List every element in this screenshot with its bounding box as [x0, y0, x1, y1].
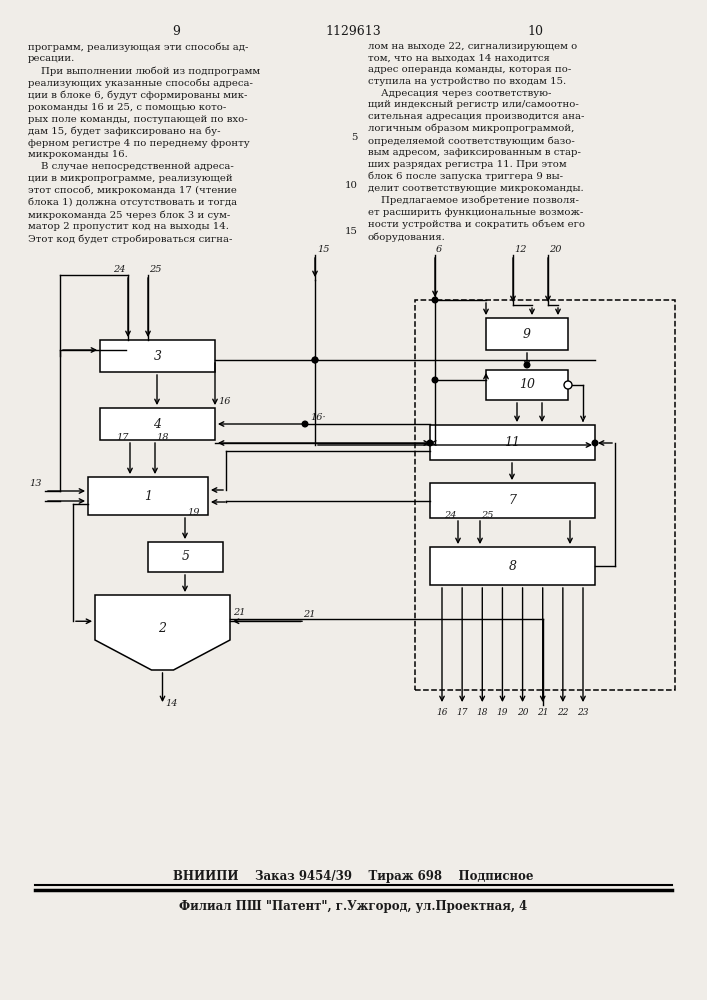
Text: лом на выходе 22, сигнализирующем о
том, что на выходах 14 находится
адрес опера: лом на выходе 22, сигнализирующем о том,…: [368, 42, 585, 242]
Bar: [100, 408, 215, 440]
Text: 16·: 16·: [310, 413, 326, 422]
Text: 14: 14: [165, 699, 178, 708]
Text: 3: 3: [153, 350, 161, 362]
Polygon shape: [95, 595, 230, 670]
Text: 19: 19: [497, 708, 508, 717]
Text: 18: 18: [477, 708, 488, 717]
Bar: [486, 370, 568, 400]
Text: 17: 17: [457, 708, 468, 717]
Text: 11: 11: [505, 436, 520, 449]
Circle shape: [432, 377, 438, 383]
Text: 16: 16: [436, 708, 448, 717]
Text: 24: 24: [445, 511, 457, 520]
Bar: [100, 340, 215, 372]
Text: 21: 21: [537, 708, 549, 717]
Text: 12: 12: [514, 245, 527, 254]
Text: 19: 19: [187, 508, 199, 517]
Text: программ, реализующая эти способы ад-
ресации.
    При выполнении любой из подпр: программ, реализующая эти способы ад- ре…: [28, 42, 260, 244]
Circle shape: [302, 421, 308, 427]
Text: 10: 10: [527, 25, 543, 38]
Bar: [430, 547, 595, 585]
Text: 13: 13: [30, 479, 42, 488]
Text: 22: 22: [557, 708, 568, 717]
Text: Филиал ПШ "Патент", г.Ужгород, ул.Проектная, 4: Филиал ПШ "Патент", г.Ужгород, ул.Проект…: [179, 900, 527, 913]
Bar: [88, 477, 208, 515]
Text: 16: 16: [218, 397, 230, 406]
Text: 5: 5: [182, 550, 189, 564]
Circle shape: [524, 362, 530, 368]
Text: 20: 20: [549, 245, 561, 254]
Text: 15: 15: [345, 228, 358, 236]
Text: 2: 2: [158, 622, 167, 635]
Bar: [415, 300, 675, 690]
Text: 1: 1: [144, 489, 152, 502]
Text: 21: 21: [303, 610, 315, 619]
Text: 9: 9: [172, 25, 180, 38]
Text: 4: 4: [153, 418, 161, 430]
Bar: [430, 483, 595, 518]
Circle shape: [312, 357, 318, 363]
Text: 10: 10: [519, 378, 535, 391]
Text: 24: 24: [114, 265, 126, 274]
Text: 25: 25: [481, 511, 493, 520]
Circle shape: [592, 440, 598, 446]
Text: 20: 20: [517, 708, 528, 717]
Text: 21: 21: [233, 608, 245, 617]
Text: 18: 18: [156, 433, 168, 442]
Text: 8: 8: [508, 560, 517, 572]
Bar: [430, 425, 595, 460]
Text: 23: 23: [577, 708, 589, 717]
Text: 15: 15: [317, 245, 329, 254]
Circle shape: [564, 381, 572, 389]
Text: 7: 7: [508, 494, 517, 507]
Text: 25: 25: [149, 265, 161, 274]
Circle shape: [427, 440, 433, 446]
Circle shape: [312, 357, 318, 363]
Text: 9: 9: [523, 328, 531, 340]
Bar: [486, 318, 568, 350]
Text: 17: 17: [117, 433, 129, 442]
Text: 5: 5: [351, 133, 358, 142]
Text: 6: 6: [436, 245, 443, 254]
Text: 1129613: 1129613: [325, 25, 381, 38]
Text: 10: 10: [345, 180, 358, 190]
Circle shape: [432, 297, 438, 303]
Bar: [148, 542, 223, 572]
Text: ВНИИПИ    Заказ 9454/39    Тираж 698    Подписное: ВНИИПИ Заказ 9454/39 Тираж 698 Подписное: [173, 870, 533, 883]
